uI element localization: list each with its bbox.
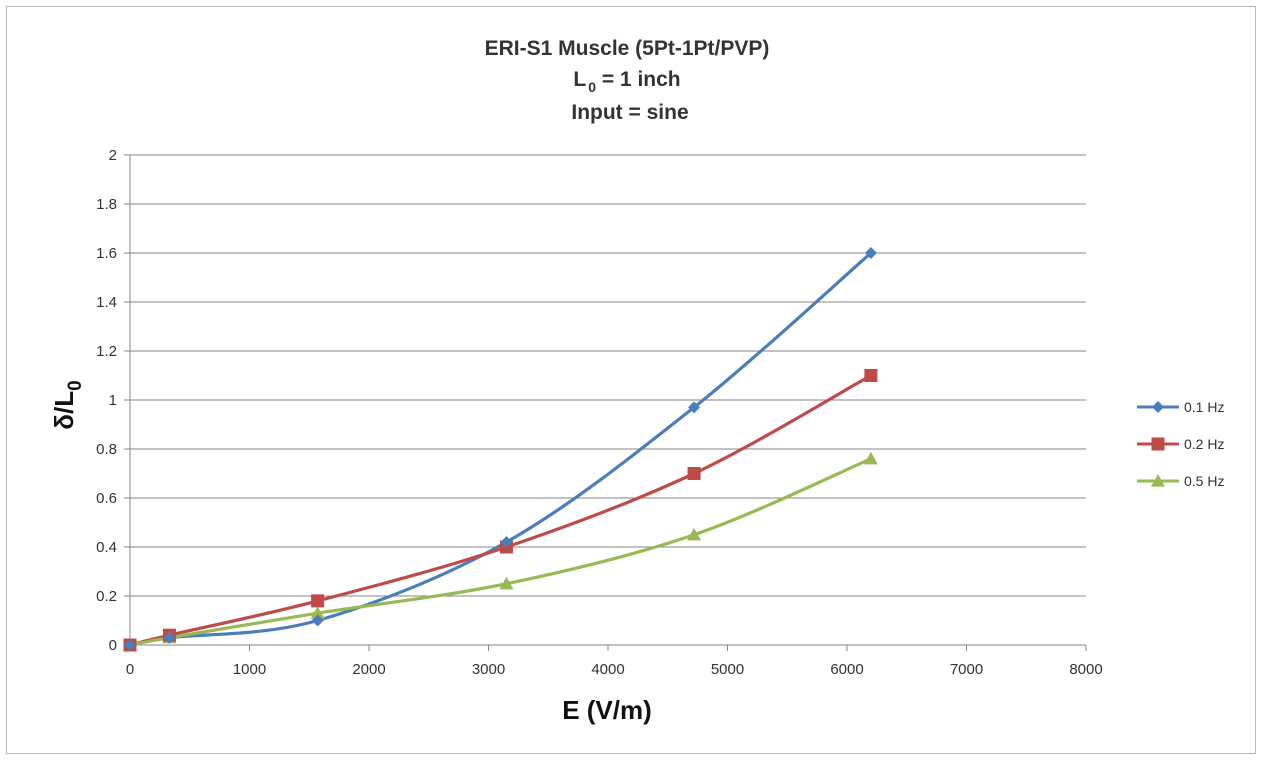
x-tick-label-5: 5000 xyxy=(711,661,744,678)
series-markers xyxy=(123,247,878,652)
series-0-point-2 xyxy=(311,614,324,627)
y-axis-label: δ/L0 xyxy=(49,380,86,429)
x-tick-label-8: 8000 xyxy=(1069,661,1102,678)
series-line-1 xyxy=(128,373,873,647)
legend-label-2: 0.5 Hz xyxy=(1184,473,1224,489)
gridlines xyxy=(124,154,1087,651)
y-tick-label-5: 1 xyxy=(109,392,117,409)
y-tick-labels: 0 0.2 0.4 0.6 0.8 1 1.2 1.4 1.6 1.8 2 xyxy=(96,147,117,654)
y-tick-label-9: 1.8 xyxy=(96,196,117,213)
x-tick-label-7: 7000 xyxy=(950,661,983,678)
y-tick-label-0: 0 xyxy=(109,637,117,654)
x-tick-label-2: 2000 xyxy=(352,661,385,678)
y-tick-label-1: 0.2 xyxy=(96,588,117,605)
x-tick-label-0: 0 xyxy=(126,661,134,678)
y-tick-label-3: 0.6 xyxy=(96,490,117,507)
y-tick-label-10: 2 xyxy=(109,147,117,164)
x-tick-label-1: 1000 xyxy=(233,661,266,678)
series-2-point-2 xyxy=(310,606,325,619)
series-0-point-4 xyxy=(688,401,701,414)
x-tick-labels: 0 1000 2000 3000 4000 5000 6000 7000 8000 xyxy=(126,661,1103,678)
x-tick-label-3: 3000 xyxy=(472,661,505,678)
title-line-3: Input = sine xyxy=(571,101,688,124)
legend-marker-0 xyxy=(1152,401,1164,413)
series-2-point-5 xyxy=(863,451,878,465)
x-tick-label-4: 4000 xyxy=(591,661,624,678)
y-tick-label-4: 0.8 xyxy=(96,441,117,458)
legend-label-1: 0.2 Hz xyxy=(1184,436,1224,452)
y-tick-label-8: 1.6 xyxy=(96,245,117,262)
x-axis-label: E (V/m) xyxy=(562,695,652,725)
series-line-2 xyxy=(128,457,873,647)
title-line-1: ERI-S1 Muscle (5Pt-1Pt/PVP) xyxy=(485,37,770,60)
y-tick-label-2: 0.4 xyxy=(96,539,117,556)
y-tick-label-6: 1.2 xyxy=(96,343,117,360)
y-tick-label-7: 1.4 xyxy=(96,294,117,311)
series-lines xyxy=(128,251,873,647)
legend-label-0: 0.1 Hz xyxy=(1184,399,1224,415)
series-0-point-5 xyxy=(864,247,877,259)
series-0-point-0 xyxy=(124,639,136,651)
series-1-point-4 xyxy=(687,467,701,480)
x-tick-label-6: 6000 xyxy=(830,661,863,678)
series-0-point-1 xyxy=(163,631,176,644)
series-0-point-3 xyxy=(500,536,513,549)
series-2-point-4 xyxy=(687,527,702,541)
series-1-point-5 xyxy=(864,369,878,382)
legend: 0.1 Hz 0.2 Hz 0.5 Hz xyxy=(1137,399,1224,489)
legend-marker-2 xyxy=(1151,474,1165,487)
series-2-point-3 xyxy=(499,576,514,590)
series-1-point-2 xyxy=(311,594,325,608)
legend-marker-1 xyxy=(1151,437,1165,451)
